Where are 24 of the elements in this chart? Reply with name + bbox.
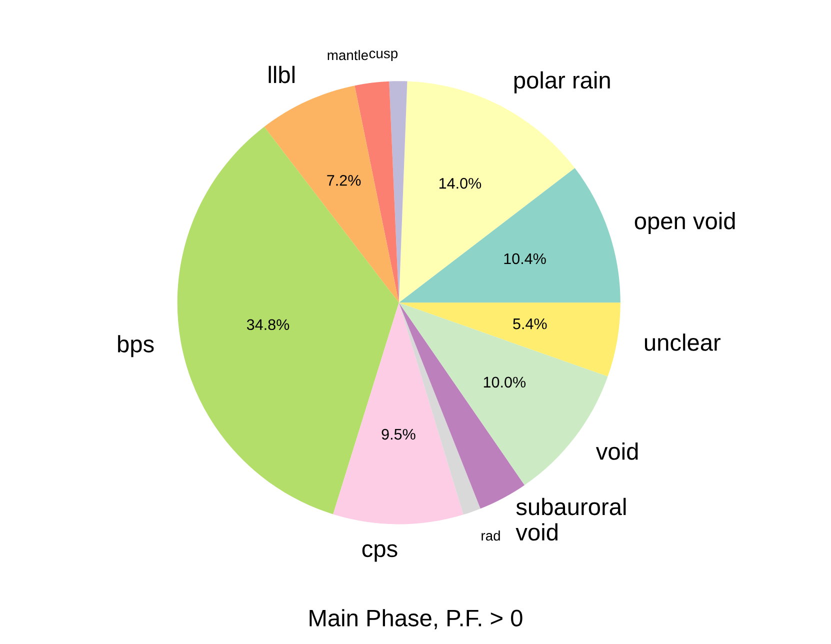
slice-label: cps: [362, 544, 398, 562]
slice-label: bps: [118, 335, 154, 358]
slice-label: llbl: [268, 66, 294, 84]
pie-slice: [398, 302, 620, 376]
slice-label: mantle: [328, 50, 368, 60]
data-label: 9.5%: [382, 428, 416, 440]
pie-slice: [389, 81, 408, 303]
data-label: 34.8%: [246, 319, 290, 330]
data-label: 14.0%: [439, 178, 482, 189]
text: Main Phase, P.F. > 0: [310, 609, 522, 630]
data-label: 10.0%: [484, 376, 526, 388]
data-label: 10.4%: [504, 253, 546, 264]
slice-label: subauroral void: [516, 498, 626, 541]
slice-label: polar rain: [514, 71, 610, 94]
data-label: 5.4%: [513, 318, 547, 330]
slice-label: cusp: [369, 50, 398, 62]
slice-label: rad: [482, 530, 500, 541]
pie-slice: [398, 168, 620, 303]
slice-label: unclear: [644, 334, 720, 351]
pie-slice: [264, 86, 399, 303]
slice-label: open void: [634, 212, 735, 234]
data-label: 7.2%: [327, 174, 361, 186]
pie-slice: [333, 302, 464, 524]
slice-label: void: [596, 442, 638, 460]
